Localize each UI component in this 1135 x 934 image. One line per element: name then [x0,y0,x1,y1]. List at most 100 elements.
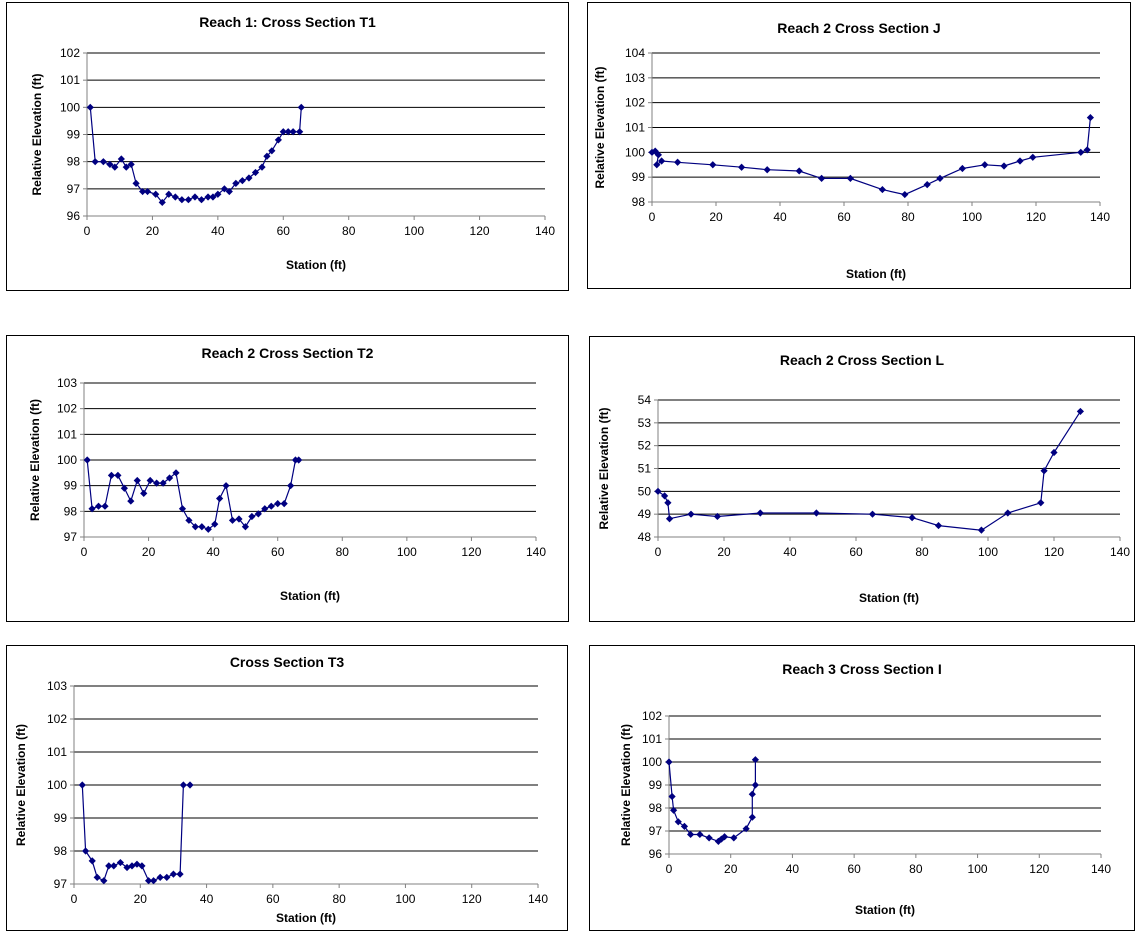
x-tick-label: 80 [332,892,346,906]
chart-panel-reach1-t1: 96 97 98 99 100 101 102 0 20 40 60 80 100 120 140 Reach… [6,2,569,291]
data-point [214,190,222,198]
x-tick-label: 80 [901,210,915,224]
data-point [296,128,304,136]
y-tick-label: 99 [54,811,68,825]
y-tick-label: 99 [64,479,78,493]
data-point [981,161,989,169]
x-tick-label: 40 [211,224,225,238]
y-tick-label: 97 [649,824,663,838]
data-point [117,155,125,163]
x-tick-label: 140 [1091,862,1111,876]
chart-panel-reach2-j: 98 99 100 101 102 103 104 0 20 40 60 80 100 120 140 Rea… [587,2,1131,289]
data-point [83,456,91,464]
chart-svg: 98 99 100 101 102 103 104 0 20 40 60 80 100 120 140 Rea… [593,20,1110,281]
data-point [86,103,94,111]
data-point [268,147,276,155]
y-tick-label: 98 [649,801,663,815]
y-tick-label: 98 [64,504,78,518]
data-point [934,521,943,530]
data-point [110,862,118,870]
series-line [668,759,756,843]
x-tick-label: 60 [849,545,863,559]
y-tick-label: 51 [638,462,652,476]
y-tick-label: 99 [67,128,81,142]
y-tick-label: 100 [47,778,67,792]
chart-panel-reach2-l: 48 49 50 51 52 53 54 0 20 40 60 80 100 120 140 Reach 2 … [589,336,1135,622]
y-tick-label: 97 [64,530,78,544]
data-point [674,818,682,826]
data-point [99,158,107,166]
data-point [1086,113,1094,122]
x-tick-label: 40 [206,545,220,559]
x-tick-label: 20 [724,862,738,876]
x-tick-label: 100 [404,224,424,238]
data-point [197,196,206,204]
data-point [139,187,147,196]
y-tick-label: 53 [638,416,652,430]
x-tick-label: 20 [134,892,148,906]
data-point [846,174,854,183]
series-line [657,411,1081,531]
y-axis-label: Relative Elevation (ft) [28,399,42,521]
x-tick-label: 80 [909,862,923,876]
x-tick-label: 60 [271,545,285,559]
x-tick-label: 20 [709,210,723,224]
x-axis-label: Station (ft) [846,267,906,281]
data-point [144,877,153,885]
x-tick-label: 120 [461,545,481,559]
chart-svg: 48 49 50 51 52 53 54 0 20 40 60 80 100 120 140 Reach 2 … [597,352,1130,605]
x-tick-label: 0 [655,545,662,559]
chart-panel-reach2-t2: 97 98 99 100 101 102 103 0 20 40 60 80 100 120 140 Reac… [6,335,569,622]
data-point [178,196,186,204]
data-point [186,781,194,789]
y-tick-label: 103 [57,376,77,390]
y-tick-label: 101 [625,121,645,135]
data-point [279,128,287,136]
chart-panel-cross-section-t3: 97 98 99 100 101 102 103 0 20 40 60 80 100 120 140 Cros… [6,645,568,931]
x-tick-label: 100 [962,210,982,224]
y-tick-label: 103 [47,679,67,693]
data-point [93,873,101,881]
series-line [89,107,302,204]
data-point [114,471,122,479]
data-point [284,128,292,136]
data-point [149,877,158,885]
data-point [251,168,260,177]
y-axis-label: Relative Elevation (ft) [14,724,28,846]
data-point [165,190,173,198]
x-tick-label: 120 [1029,862,1049,876]
data-point [107,471,116,479]
data-point [176,870,184,878]
data-point [228,516,237,524]
x-tick-label: 40 [773,210,787,224]
y-tick-label: 97 [67,182,81,196]
data-point [654,487,662,495]
x-tick-label: 100 [395,892,415,906]
data-point [705,834,713,842]
y-tick-label: 98 [54,844,68,858]
chart-svg: 97 98 99 100 101 102 103 0 20 40 60 80 100 120 140 Cros… [14,654,548,925]
data-point [232,179,240,187]
data-point [1083,146,1091,154]
data-point [936,174,944,183]
x-tick-label: 80 [342,224,356,238]
data-point [82,847,90,855]
x-axis-label: Station (ft) [855,903,915,917]
chart-panel-reach3-i: 96 97 98 99 100 101 102 0 20 40 60 80 100 120 140 Reach… [589,645,1135,931]
data-point [163,873,171,881]
data-point [101,502,109,510]
x-tick-label: 80 [336,545,350,559]
data-point [1050,448,1058,457]
data-point [763,166,771,174]
data-point [122,163,130,171]
data-point [297,103,305,111]
data-point [140,489,148,497]
data-point [738,163,746,171]
data-point [169,870,178,878]
data-point [94,502,103,510]
data-point [78,781,86,789]
data-point [868,510,877,518]
data-point [1016,157,1024,165]
y-tick-label: 101 [60,73,80,87]
x-tick-label: 80 [915,545,929,559]
